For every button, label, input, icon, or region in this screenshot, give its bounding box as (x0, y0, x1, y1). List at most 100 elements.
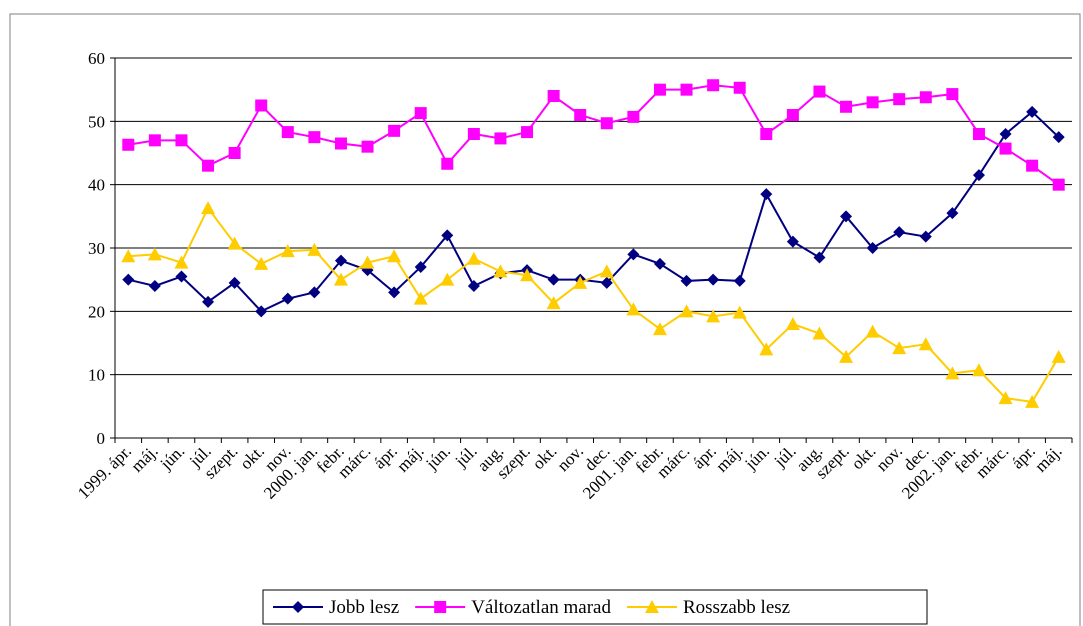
legend: Jobb lesz Változatlan marad Rosszabb lesz (262, 589, 928, 625)
data-point (893, 226, 906, 239)
data-point (520, 268, 535, 282)
data-point (866, 242, 879, 254)
data-point (840, 100, 853, 113)
data-point (387, 249, 402, 263)
data-point (467, 128, 480, 140)
data-point (653, 257, 666, 270)
data-point (307, 242, 322, 256)
y-tick-label: 40 (88, 176, 105, 195)
data-point (760, 128, 773, 140)
data-point (121, 249, 136, 263)
y-tick-label: 10 (88, 366, 105, 385)
data-point (866, 96, 879, 109)
data-point (333, 272, 348, 286)
data-point (174, 255, 189, 269)
legend-marker (292, 601, 304, 613)
data-point (494, 132, 507, 145)
y-tick-label: 0 (97, 429, 106, 448)
data-point (254, 256, 269, 270)
data-point (148, 134, 161, 147)
data-point (1051, 349, 1066, 363)
legend-label: Jobb lesz (329, 597, 399, 618)
data-point (414, 261, 427, 273)
data-point (122, 273, 135, 286)
data-point (999, 128, 1012, 140)
data-point (680, 83, 693, 96)
legend-box (262, 589, 928, 625)
data-point (255, 99, 268, 112)
data-point (441, 229, 454, 242)
data-point (521, 126, 534, 139)
data-point (147, 247, 162, 261)
data-point (308, 286, 321, 299)
y-tick-label: 20 (88, 302, 105, 321)
data-point (227, 236, 242, 250)
data-point (1026, 159, 1039, 172)
data-point (201, 201, 216, 215)
data-point (493, 264, 508, 278)
data-point (202, 159, 215, 172)
data-point (707, 79, 720, 92)
data-point (388, 286, 401, 299)
data-point (1026, 105, 1039, 118)
data-point (785, 317, 800, 330)
data-point (759, 342, 774, 356)
data-point (892, 341, 907, 355)
data-point (840, 210, 853, 223)
data-point (599, 264, 614, 278)
data-point (919, 230, 932, 243)
data-point (280, 244, 295, 258)
data-point (361, 140, 374, 153)
data-point (680, 274, 693, 287)
data-point (893, 93, 906, 106)
data-point (918, 337, 933, 351)
data-point (413, 291, 428, 305)
data-point (547, 90, 560, 102)
data-point (733, 81, 746, 94)
data-point (679, 304, 694, 318)
legend-label: Változatlan marad (471, 597, 611, 618)
y-tick-label: 60 (88, 49, 105, 68)
data-point (760, 188, 773, 201)
data-point (945, 366, 960, 380)
data-point (1025, 394, 1040, 408)
data-point (440, 272, 455, 286)
data-point (202, 295, 215, 308)
data-point (998, 391, 1013, 405)
data-point (813, 85, 826, 98)
data-point (175, 270, 188, 283)
data-point (122, 138, 135, 151)
data-point (360, 255, 375, 269)
legend-label: Rosszabb lesz (683, 597, 790, 618)
data-point (466, 251, 481, 265)
legend-marker (644, 600, 659, 613)
data-point (573, 275, 588, 289)
data-point (334, 254, 347, 267)
data-point (972, 169, 985, 182)
data-point (546, 296, 561, 310)
data-point (148, 280, 161, 292)
data-point (813, 251, 826, 264)
data-point (281, 126, 294, 139)
data-point (228, 147, 241, 159)
data-point (839, 349, 854, 363)
data-point (946, 88, 959, 101)
data-point (600, 117, 613, 130)
y-tick-label: 50 (88, 112, 105, 131)
data-point (627, 248, 640, 261)
data-point (653, 83, 666, 96)
data-point (971, 363, 986, 377)
data-point (334, 137, 347, 150)
data-point (255, 305, 268, 318)
data-point (175, 134, 188, 147)
data-point (308, 131, 321, 144)
data-point (865, 324, 880, 338)
data-point (600, 276, 613, 289)
data-point (732, 305, 747, 319)
data-point (707, 273, 720, 286)
data-point (627, 110, 640, 123)
chart-frame (9, 13, 1081, 626)
legend-marker (434, 601, 447, 613)
data-point (652, 322, 667, 336)
data-point (733, 274, 746, 287)
